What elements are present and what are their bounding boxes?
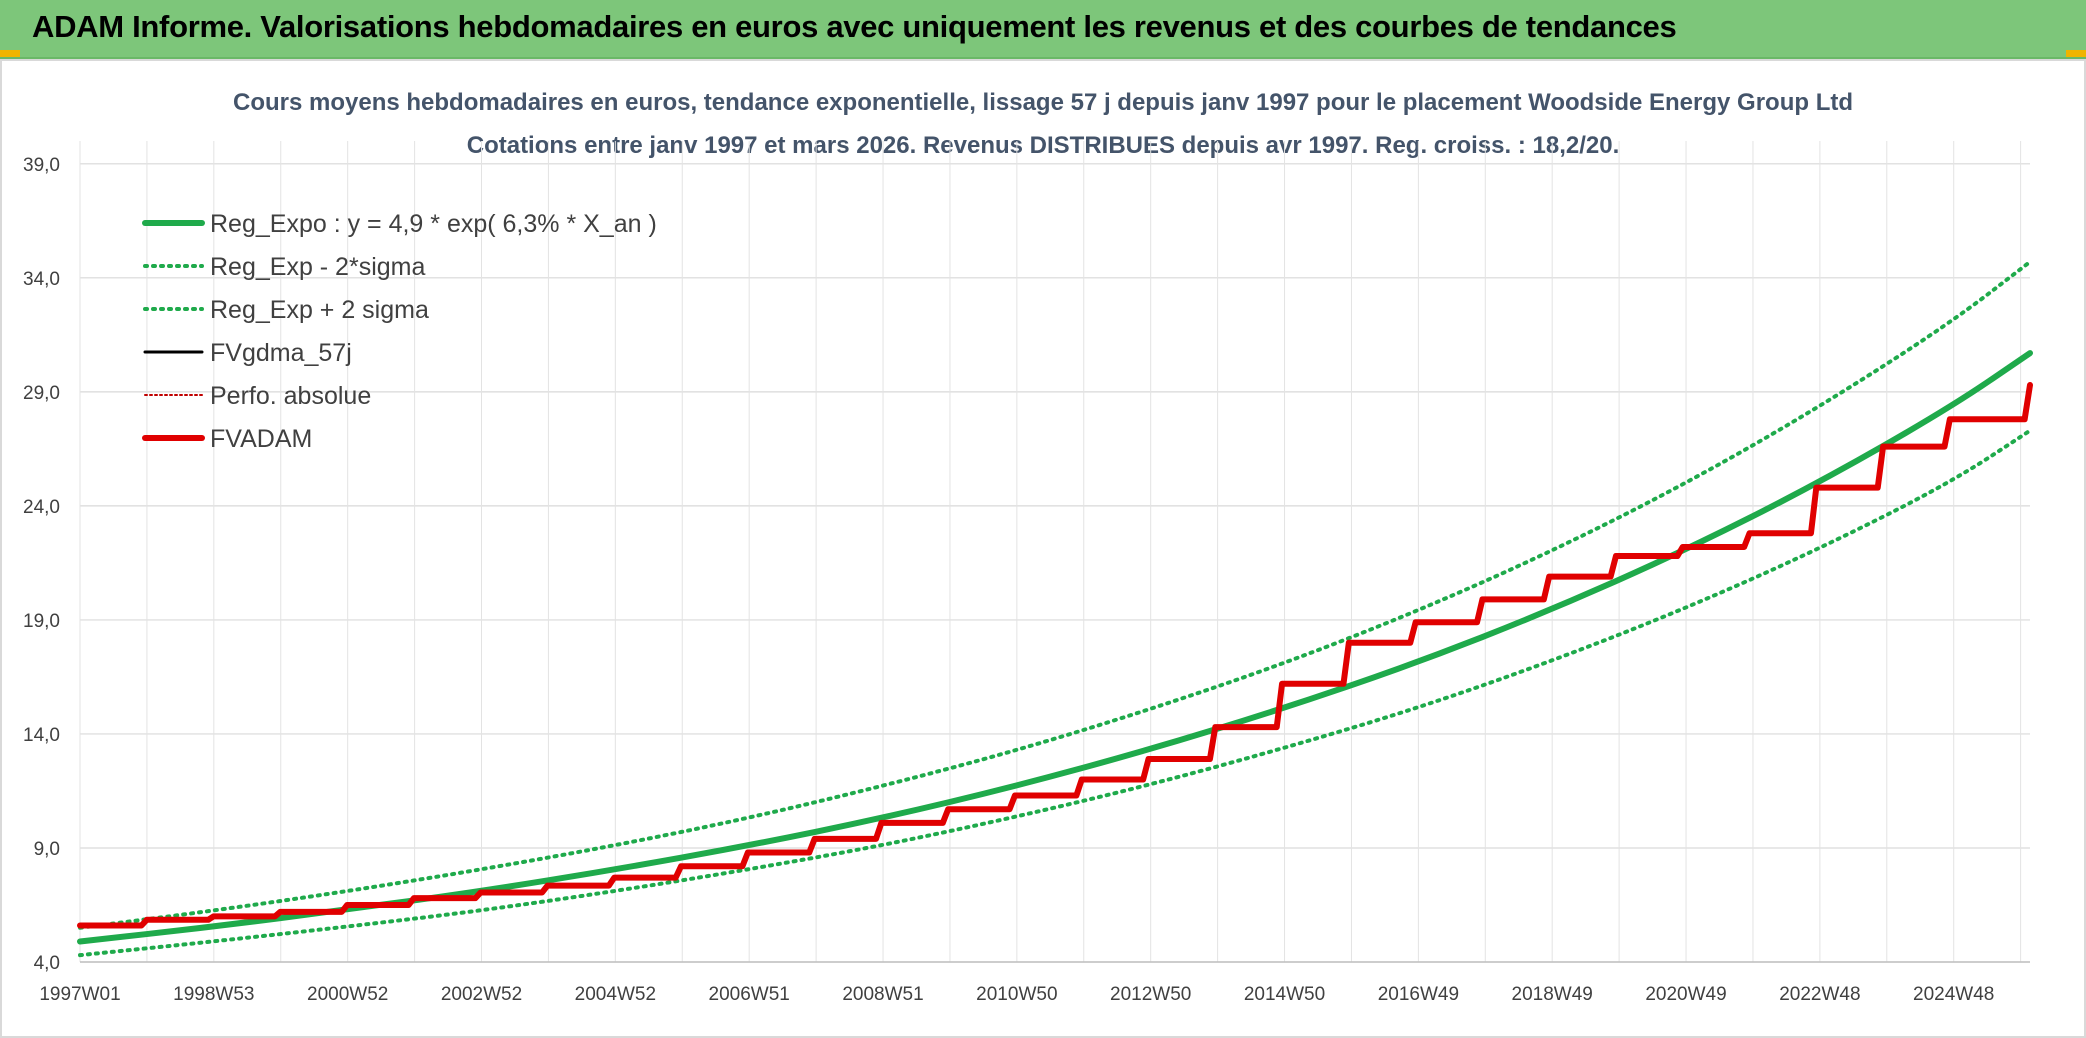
y-tick-label: 9,0: [34, 839, 60, 860]
y-tick-label: 34,0: [23, 269, 60, 290]
legend-perfo-absolue-label: Perfo. absolue: [210, 382, 371, 410]
title-bar-corner-left: [0, 50, 20, 57]
chart-title: Cours moyens hebdomadaires en euros, ten…: [233, 89, 1853, 116]
reg-expo-line: [77, 350, 2033, 945]
reg-minus-2sigma-line: [78, 428, 2032, 958]
x-tick-label: 2004W52: [575, 984, 656, 1005]
title-bar-corner-right: [2066, 50, 2086, 57]
legend: Reg_Expo : y = 4,9 * exp( 6,3% * X_an ) R…: [142, 210, 657, 453]
grid: [79, 141, 2030, 963]
x-tick-label: 2006W51: [709, 984, 790, 1005]
chart-area: Cours moyens hebdomadaires en euros, ten…: [0, 59, 2086, 1038]
title-bar: ADAM Informe. Valorisations hebdomadaire…: [0, 0, 2086, 59]
x-tick-label: 1998W53: [173, 984, 254, 1005]
y-tick-label: 4,0: [34, 953, 60, 974]
y-tick-label: 29,0: [23, 383, 60, 404]
x-tick-label: 2014W50: [1244, 984, 1325, 1005]
legend-fvadam-label: FVADAM: [210, 425, 312, 453]
legend-reg-minus-2sigma-label: Reg_Exp - 2*sigma: [210, 253, 425, 281]
fvgdma-line: [78, 383, 2032, 928]
x-tick-label: 2000W52: [307, 984, 388, 1005]
legend-fvgdma-label: FVgdma_57j: [210, 339, 352, 367]
x-tick-label: 1997W01: [39, 984, 120, 1005]
legend-reg-plus-2sigma-label: Reg_Exp + 2 sigma: [210, 296, 429, 324]
y-tick-label: 19,0: [23, 611, 60, 632]
perfo-absolue-line: [79, 384, 2031, 927]
legend-reg-expo-label: Reg_Expo : y = 4,9 * exp( 6,3% * X_an ): [210, 210, 657, 238]
x-tick-label: 2020W49: [1645, 984, 1726, 1005]
x-tick-label: 2022W48: [1779, 984, 1860, 1005]
series-layer: [77, 259, 2033, 958]
reg-plus-2sigma-line: [78, 259, 2032, 930]
x-tick-label: 2016W49: [1378, 984, 1459, 1005]
x-tick-label: 2008W51: [842, 984, 923, 1005]
x-tick-label: 2024W48: [1913, 984, 1994, 1005]
x-tick-label: 2018W49: [1512, 984, 1593, 1005]
y-tick-label: 14,0: [23, 725, 60, 746]
x-tick-label: 2010W50: [976, 984, 1057, 1005]
line-chart: Cours moyens hebdomadaires en euros, ten…: [23, 89, 2033, 1005]
chart-subtitle: Cotations entre janv 1997 et mars 2026. …: [467, 132, 1620, 159]
fvadam-line: [77, 382, 2033, 929]
axes: 4,0 9,0 14,0 19,0 24,0 29,0 34,0 39,0 1997W01 199…: [23, 155, 2030, 1005]
y-tick-label: 24,0: [23, 497, 60, 518]
y-tick-label: 39,0: [23, 155, 60, 176]
x-tick-label: 2002W52: [441, 984, 522, 1005]
x-tick-label: 2012W50: [1110, 984, 1191, 1005]
page-title: ADAM Informe. Valorisations hebdomadaire…: [32, 9, 1677, 44]
